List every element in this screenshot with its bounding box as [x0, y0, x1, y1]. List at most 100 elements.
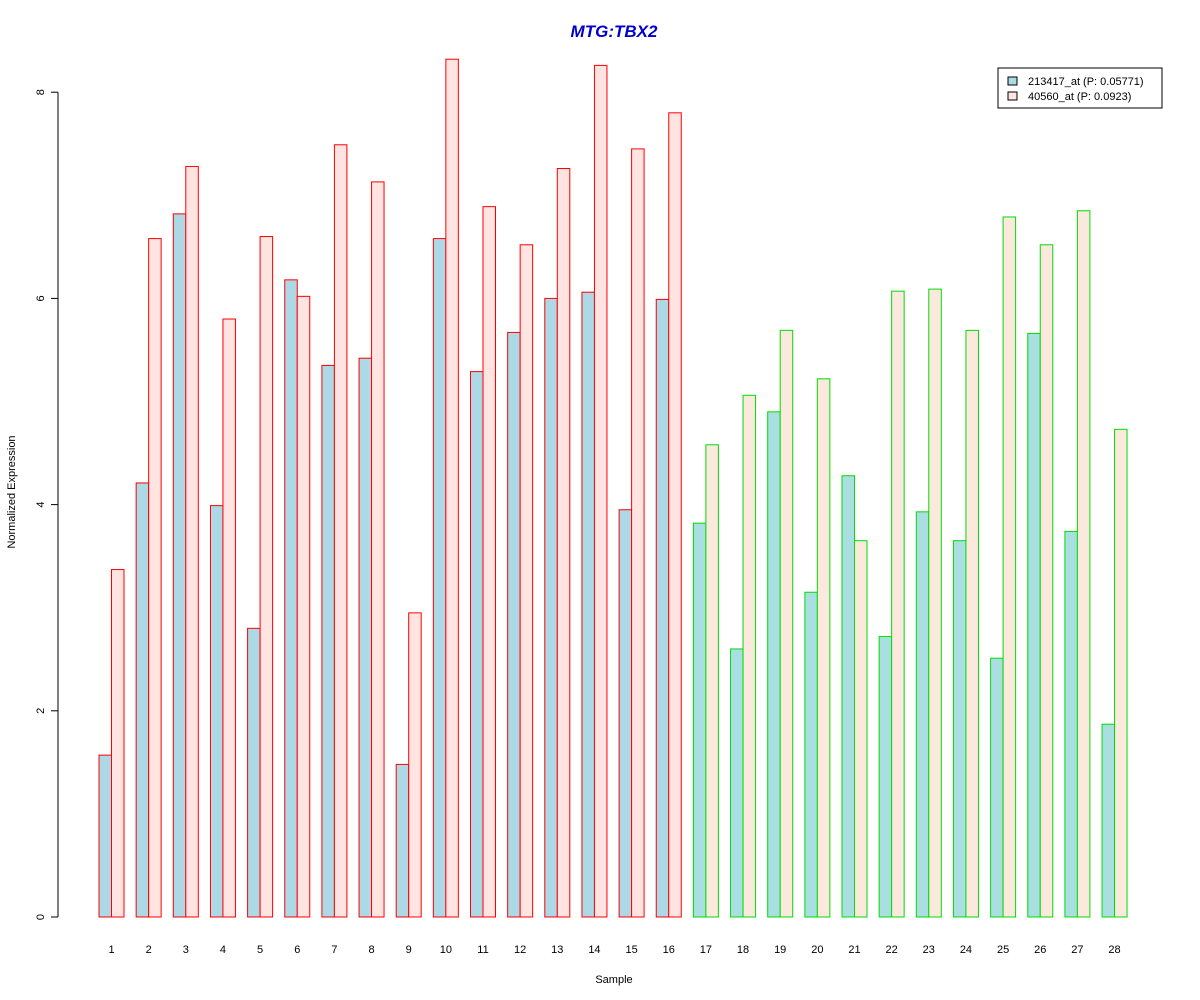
legend-box: [997, 67, 1163, 109]
x-tick-label: 24: [960, 944, 972, 956]
x-tick-label: 26: [1034, 944, 1046, 956]
x-tick-label: 2: [146, 944, 152, 956]
bar-sample-8-series-2: [371, 181, 385, 918]
bar-sample-17-series-2: [705, 444, 719, 918]
bar-sample-7-series-2: [333, 144, 348, 918]
bar-sample-10-series-1: [432, 238, 447, 918]
bar-sample-23-series-2: [928, 288, 942, 918]
legend-label-40560: 40560_at (P: 0.0923): [1028, 91, 1131, 103]
bar-sample-1-series-2: [111, 569, 125, 918]
bar-sample-28-series-1: [1101, 723, 1116, 918]
bar-sample-2-series-1: [135, 482, 150, 918]
bar-sample-3-series-2: [185, 165, 199, 918]
bar-sample-2-series-2: [148, 238, 162, 918]
y-axis: 0 2 4 6 8: [35, 89, 59, 920]
y-tick-label: 0: [35, 914, 47, 920]
bar-sample-18-series-1: [730, 648, 744, 918]
x-tick-label: 23: [923, 944, 935, 956]
x-tick-label: 15: [625, 944, 637, 956]
bar-sample-25-series-1: [990, 657, 1004, 918]
bar-sample-22-series-2: [891, 290, 905, 918]
bar-sample-28-series-2: [1114, 428, 1128, 918]
bar-sample-13-series-2: [556, 167, 571, 918]
x-tick-label: 1: [108, 944, 114, 956]
x-tick-label: 27: [1071, 944, 1083, 956]
x-tick-label: 5: [257, 944, 263, 956]
x-tick-label: 8: [368, 944, 374, 956]
x-tick-label: 17: [700, 944, 712, 956]
bar-sample-1-series-1: [98, 754, 112, 918]
legend-swatch-213417: [1007, 76, 1018, 86]
bar-sample-16-series-1: [655, 298, 670, 918]
x-tick-label: 21: [848, 944, 860, 956]
bar-sample-4-series-2: [222, 318, 236, 918]
x-tick-label: 4: [220, 944, 226, 956]
bar-sample-17-series-1: [692, 522, 707, 918]
bar-sample-20-series-2: [816, 378, 831, 918]
x-tick-label: 3: [183, 944, 189, 956]
bar-sample-12-series-1: [507, 331, 521, 918]
bars: [98, 58, 1128, 918]
legend: 213417_at (P: 0.05771) 40560_at (P: 0.09…: [997, 67, 1163, 109]
bar-sample-21-series-2: [854, 540, 868, 918]
bar-sample-15-series-2: [631, 148, 645, 918]
y-tick-label: 6: [35, 295, 47, 301]
bar-sample-7-series-1: [321, 364, 335, 918]
x-axis-label: Sample: [595, 974, 632, 986]
x-tick-label: 10: [440, 944, 452, 956]
x-axis-labels: 1 2 3 4 5 6 7 8 9 10 11 12 13 14 15 16 17 18 19 20 21 22 23 24 2…: [108, 944, 1120, 956]
bar-sample-27-series-2: [1076, 210, 1091, 918]
x-tick-label: 7: [331, 944, 337, 956]
x-tick-label: 6: [294, 944, 300, 956]
x-tick-label: 14: [588, 944, 600, 956]
bar-sample-6-series-2: [296, 295, 311, 918]
bar-sample-11-series-2: [482, 206, 496, 918]
y-tick-label: 8: [35, 89, 47, 95]
x-tick-label: 28: [1108, 944, 1120, 956]
bar-sample-26-series-1: [1027, 332, 1041, 918]
bar-sample-9-series-1: [395, 763, 410, 918]
bar-sample-5-series-2: [259, 236, 274, 918]
x-tick-label: 12: [514, 944, 526, 956]
bar-sample-4-series-1: [209, 505, 224, 918]
bar-sample-20-series-1: [804, 591, 818, 918]
x-tick-label: 11: [477, 944, 488, 956]
bar-sample-5-series-1: [247, 627, 261, 918]
bar-sample-14-series-1: [581, 291, 595, 918]
bar-sample-19-series-2: [779, 329, 794, 918]
y-tick-label: 4: [35, 502, 47, 508]
bar-sample-23-series-1: [915, 511, 930, 918]
bar-sample-12-series-2: [519, 244, 534, 918]
bar-sample-15-series-1: [618, 509, 633, 918]
bar-sample-16-series-2: [668, 112, 682, 918]
bar-sample-18-series-2: [742, 394, 757, 918]
x-tick-label: 20: [811, 944, 823, 956]
x-tick-label: 25: [997, 944, 1009, 956]
y-tick-label: 2: [35, 708, 47, 714]
y-axis-label: Normalized Expression: [6, 435, 18, 548]
bar-sample-8-series-1: [358, 357, 373, 918]
bar-sample-26-series-2: [1039, 244, 1054, 918]
x-tick-label: 22: [886, 944, 898, 956]
legend-label-213417: 213417_at (P: 0.05771): [1028, 76, 1144, 88]
bar-sample-9-series-2: [408, 612, 422, 918]
bar-sample-11-series-1: [470, 371, 484, 918]
bar-sample-3-series-1: [172, 213, 187, 918]
bar-sample-13-series-1: [544, 297, 558, 918]
bar-sample-25-series-2: [1002, 216, 1017, 918]
bar-sample-24-series-2: [965, 329, 979, 918]
chart-title: MTG:TBX2: [571, 22, 658, 41]
x-tick-label: 18: [737, 944, 749, 956]
x-tick-label: 9: [406, 944, 412, 956]
x-tick-label: 16: [663, 944, 675, 956]
legend-swatch-40560: [1007, 91, 1018, 101]
bar-sample-21-series-1: [841, 475, 855, 918]
x-tick-label: 19: [774, 944, 786, 956]
bar-sample-10-series-2: [445, 58, 459, 918]
bar-sample-24-series-1: [952, 540, 967, 918]
bar-sample-6-series-1: [284, 279, 298, 918]
x-tick-label: 13: [551, 944, 563, 956]
bar-sample-14-series-2: [593, 64, 608, 918]
bar-sample-22-series-1: [878, 636, 893, 918]
